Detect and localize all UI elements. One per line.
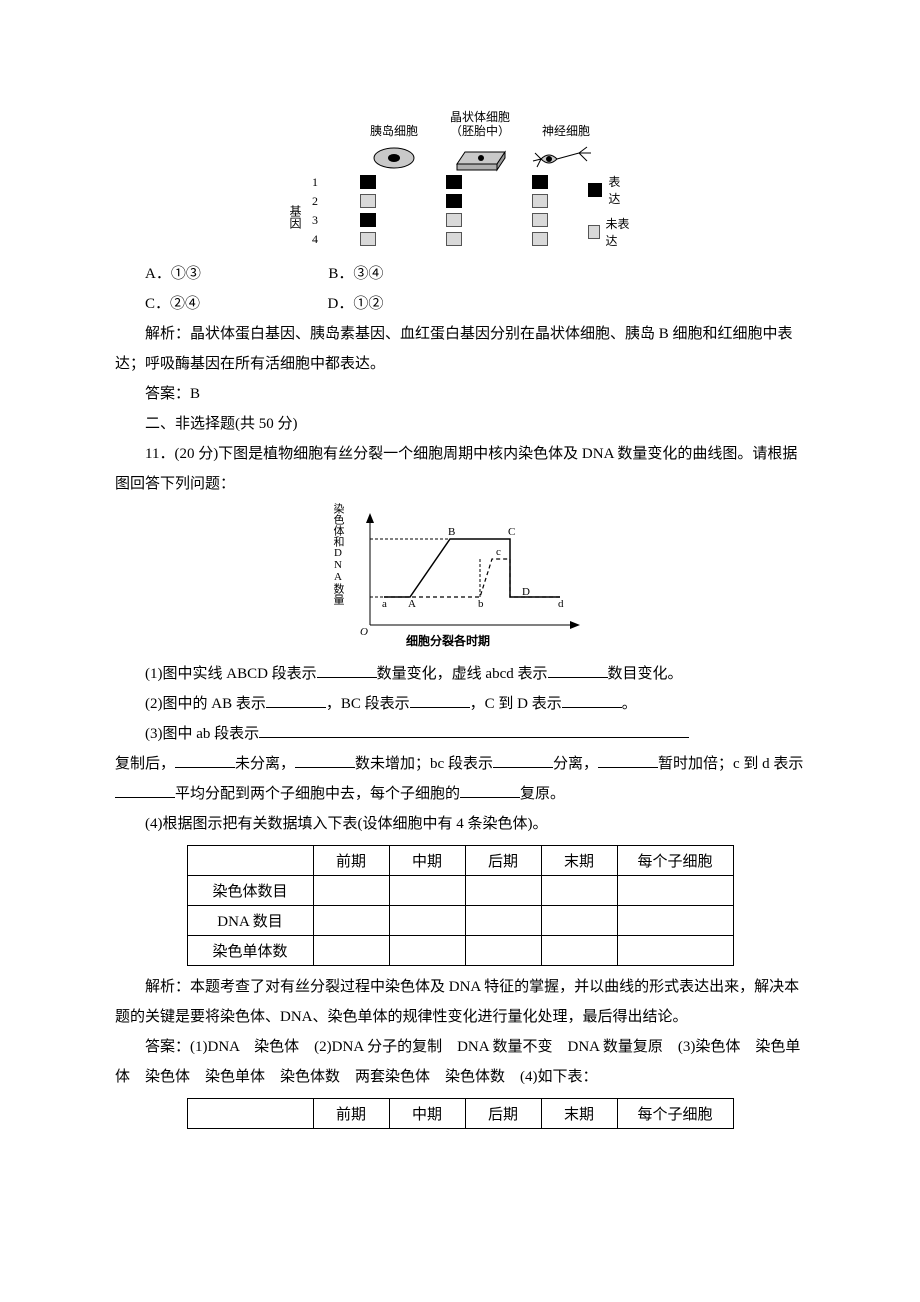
fig1-cell-icons bbox=[330, 143, 630, 173]
fig2-ylabel: 染色体和DNA数量 bbox=[330, 503, 346, 623]
gene-expression-figure: 胰岛细胞 晶状体细胞 （胚胎中） 神经细胞 bbox=[115, 110, 805, 249]
option-A: A．①③ bbox=[145, 259, 201, 289]
option-D: D．①② bbox=[328, 289, 384, 319]
q11-answer: 答案：(1)DNA 染色体 (2)DNA 分子的复制 DNA 数量不变 DNA … bbox=[115, 1032, 805, 1092]
option-C: C．②④ bbox=[145, 289, 200, 319]
q11-answer-table: 前期 中期 后期 末期 每个子细胞 bbox=[187, 1098, 734, 1129]
q11-3-line2: 复制后，未分离，数未增加；bc 段表示分离，暂时加倍；c 到 d 表示平均分配到… bbox=[115, 749, 805, 809]
islet-cell-icon bbox=[372, 146, 416, 170]
q10-answer: 答案：B bbox=[115, 379, 805, 409]
fig1-legend: 表达 未表达 bbox=[588, 173, 630, 249]
q11-4: (4)根据图示把有关数据填入下表(设体细胞中有 4 条染色体)。 bbox=[115, 809, 805, 839]
q11-1: (1)图中实线 ABCD 段表示数量变化，虚线 abcd 表示数目变化。 bbox=[115, 659, 805, 689]
q11-explain: 解析：本题考查了对有丝分裂过程中染色体及 DNA 特征的掌握，并以曲线的形式表达… bbox=[115, 972, 805, 1032]
svg-text:O: O bbox=[360, 626, 368, 638]
fig1-header-1: 胰岛细胞 bbox=[358, 124, 430, 138]
svg-text:a: a bbox=[382, 598, 387, 610]
q11-stem: 11．(20 分)下图是植物细胞有丝分裂一个细胞周期中核内染色体及 DNA 数量… bbox=[115, 439, 805, 499]
svg-text:C: C bbox=[508, 526, 515, 538]
q11-3-line1: (3)图中 ab 段表示 bbox=[115, 719, 805, 749]
q10-explain: 解析：晶状体蛋白基因、胰岛素基因、血红蛋白基因分别在晶状体细胞、胰岛 B 细胞和… bbox=[115, 319, 805, 379]
option-row-2: C．②④ D．①② bbox=[115, 289, 805, 319]
option-B: B．③④ bbox=[328, 259, 383, 289]
fig1-header-3: 神经细胞 bbox=[530, 124, 602, 138]
mitosis-graph: 染色体和DNA数量 a A B C c bbox=[115, 499, 805, 649]
svg-text:A: A bbox=[408, 598, 416, 610]
svg-text:B: B bbox=[448, 526, 455, 538]
fig1-side-label: 基因 bbox=[290, 205, 304, 229]
neuron-icon bbox=[531, 143, 601, 173]
fig2-xlabel: 细胞分裂各时期 bbox=[406, 632, 490, 649]
svg-text:c: c bbox=[496, 546, 501, 558]
q11-blank-table: 前期 中期 后期 末期 每个子细胞 染色体数目 DNA 数目 染色单体数 bbox=[187, 845, 734, 966]
svg-text:b: b bbox=[478, 598, 484, 610]
fig1-header-2: 晶状体细胞 （胚胎中） bbox=[444, 110, 516, 139]
svg-text:D: D bbox=[522, 586, 530, 598]
q11-2: (2)图中的 AB 表示，BC 段表示，C 到 D 表示。 bbox=[115, 689, 805, 719]
svg-text:d: d bbox=[558, 598, 564, 610]
option-row-1: A．①③ B．③④ bbox=[115, 259, 805, 289]
lens-cell-icon bbox=[451, 144, 509, 172]
section-2-title: 二、非选择题(共 50 分) bbox=[115, 409, 805, 439]
